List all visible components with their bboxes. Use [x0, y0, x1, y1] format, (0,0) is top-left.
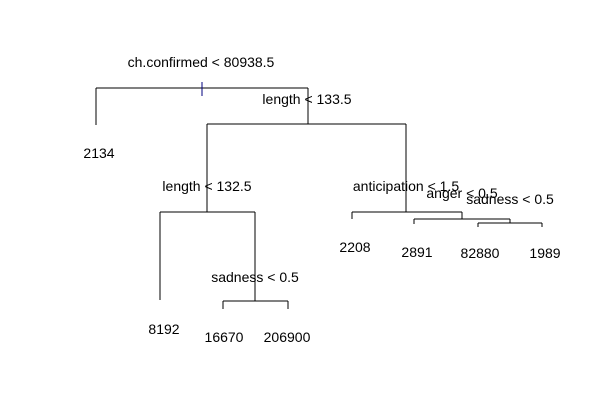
split-label-sadness-right: sadness < 0.5 — [466, 191, 554, 207]
leaf-value: 2134 — [83, 145, 114, 161]
split-label-anger: anger < 0.5 — [426, 185, 497, 201]
split-label-anticipation: anticipation < 1.5 — [353, 178, 459, 194]
tree-branches — [95, 82, 543, 309]
leaf-value: 206900 — [264, 329, 311, 345]
leaf-value: 16670 — [205, 329, 244, 345]
split-label-sadness-left: sadness < 0.5 — [211, 269, 299, 285]
split-label-root: ch.confirmed < 80938.5 — [128, 54, 275, 70]
split-label-length-132: length < 132.5 — [162, 178, 251, 194]
leaf-value: 8192 — [148, 321, 179, 337]
leaf-value: 2208 — [339, 239, 370, 255]
leaf-values: 2134 8192 16670 206900 2208 2891 82880 1… — [83, 145, 560, 345]
split-label-length-133: length < 133.5 — [262, 91, 351, 107]
split-labels: ch.confirmed < 80938.5 length < 133.5 le… — [128, 54, 554, 285]
leaf-value: 82880 — [461, 245, 500, 261]
leaf-value: 2891 — [401, 244, 432, 260]
leaf-value: 1989 — [529, 245, 560, 261]
